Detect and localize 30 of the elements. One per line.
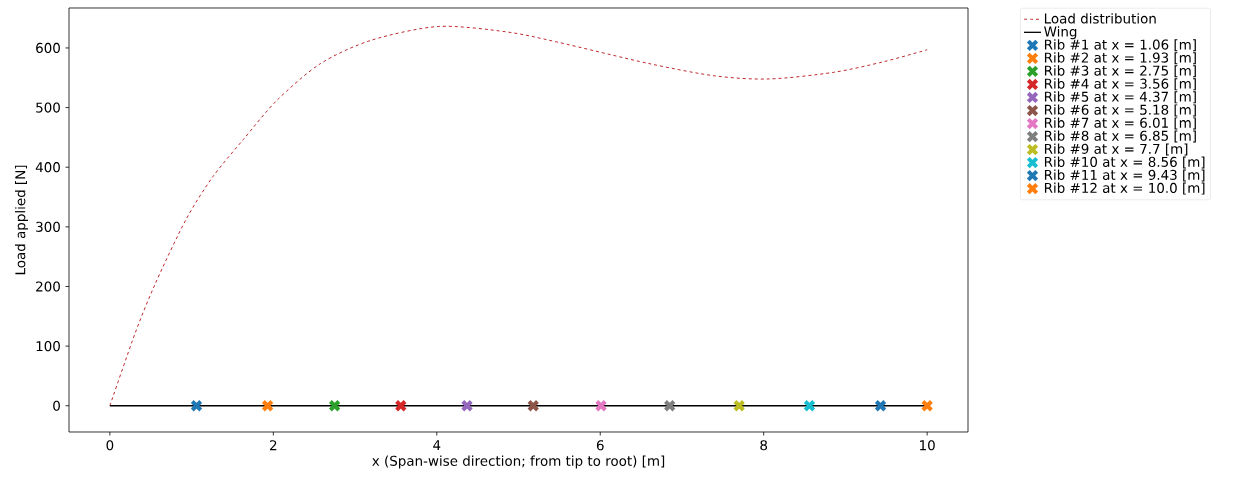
y-tick-label: 0 [53, 400, 60, 411]
x-tick-label: 6 [596, 440, 604, 451]
legend-label: Rib #12 at x = 10.0 [m] [1044, 182, 1205, 195]
x-axis-title: x (Span-wise direction; from tip to root) [m] [372, 455, 665, 469]
y-tick-label: 400 [35, 162, 60, 173]
x-tick-label: 4 [433, 440, 441, 450]
x-tick-label: 8 [760, 440, 768, 451]
line-series [109, 25, 928, 407]
y-tick-label: 100 [36, 341, 60, 352]
x-tick-label: 2 [270, 440, 277, 451]
legend-label: Rib #5 at x = 4.37 [m] [1044, 91, 1196, 104]
y-axis-title: Load applied [N] [14, 165, 28, 275]
y-tick-label: 600 [36, 42, 60, 54]
legend-label: Rib #11 at x = 9.43 [m] [1044, 169, 1205, 182]
legend-label: Rib #10 at x = 8.56 [m] [1044, 156, 1205, 169]
legend-label: Rib #7 at x = 6.01 [m] [1044, 117, 1196, 130]
legend-label: Rib #4 at x = 3.56 [m] [1044, 78, 1196, 91]
legend-label: Rib #6 at x = 5.18 [m] [1044, 104, 1196, 117]
legend-label: Rib #1 at x = 1.06 [m] [1044, 39, 1196, 52]
y-tick-label: 300 [36, 221, 60, 232]
x-tick-label: 10 [920, 440, 935, 451]
y-tick-label: 200 [36, 281, 60, 292]
legend-label: Rib #2 at x = 1.93 [m] [1044, 52, 1196, 65]
y-tick-label: 500 [36, 102, 60, 113]
legend-label: Wing [1044, 26, 1077, 40]
legend-label: Rib #3 at x = 2.75 [m] [1044, 65, 1196, 78]
x-tick-label: 0 [106, 440, 114, 451]
legend-label: Rib #9 at x = 7.7 [m] [1044, 143, 1188, 156]
legend-label: Rib #8 at x = 6.85 [m] [1044, 130, 1196, 143]
legend-label: Load distribution [1044, 13, 1156, 24]
